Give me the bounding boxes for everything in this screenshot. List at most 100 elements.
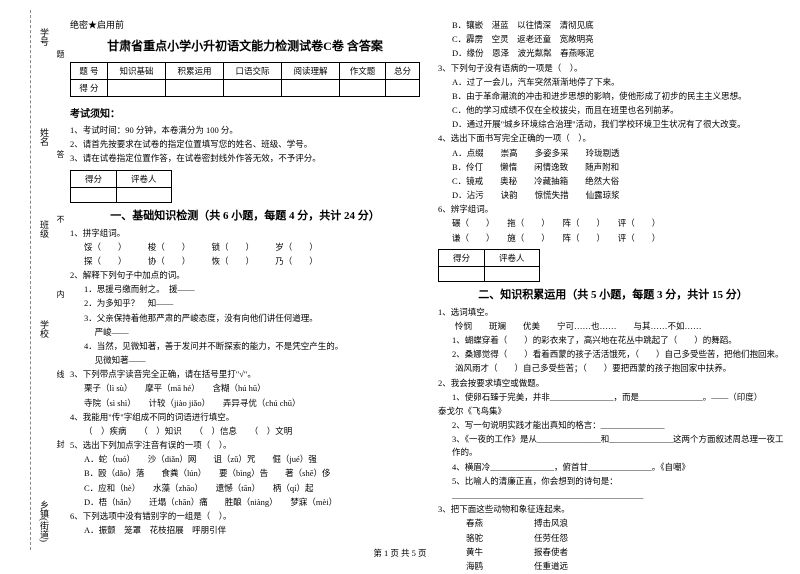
notice-line: 1、考试时间：90 分钟，本卷满分为 100 分。	[70, 124, 420, 137]
label-banji: 班级	[38, 220, 51, 238]
left-column: 绝密★启用前 甘肃省重点小学小升初语文能力检测试卷C卷 含答案 题 号 知识基础…	[70, 18, 420, 574]
r1: 1、选词填空。	[438, 306, 788, 319]
r2-row: 2、写一句说明实践才能出真知的格言：_______________	[438, 419, 788, 432]
r2-row: 5、比喻人的清廉正直，你会想到的诗句是：	[438, 475, 788, 488]
q2: 2、解释下列句子中加点的词。	[70, 269, 420, 282]
q4r-row: A．点缀 崇高 多姿多采 玲珑剔透	[438, 147, 788, 160]
exam-title: 甘肃省重点小学小升初语文能力检测试卷C卷 含答案	[70, 37, 420, 54]
q4r-row: B．伶仃 懒惰 闲情逸致 随声附和	[438, 161, 788, 174]
q1-row: 馁（ ） 梭（ ） 锁（ ） 岁（ ）	[70, 241, 420, 254]
r3-row: 海鸥 任重道远	[438, 560, 788, 573]
td	[224, 80, 282, 97]
th: 口语交际	[224, 63, 282, 80]
r1-row: 1、蝴蝶穿着（ ）的彩衣来了，高兴地在花丛中跳起了（ ）的舞蹈。	[438, 334, 788, 347]
q3r-row: B．由于革命潮流的冲击和进步思想的影响，使他形成了初步的民主主义思想。	[438, 90, 788, 103]
r1a: 怜悯 斑斓 优美 宁可……也…… 与其……不如……	[438, 320, 788, 333]
td: 评卷人	[485, 249, 540, 266]
q4r: 4、选出下面书写完全正确的一项（ ）。	[438, 132, 788, 145]
cut-da: 答	[55, 150, 66, 158]
dash-line	[30, 10, 31, 550]
q6-row: A．振颤 笼罩 花枝招展 呼朋引伴	[70, 524, 420, 537]
q2-row: 3．父亲保持着他那严肃的严峻态度，没有向他们讲任何道理。	[70, 312, 420, 325]
th: 总分	[386, 63, 420, 80]
td	[485, 266, 540, 281]
q5-row: C．应和（hè） 水藻（zhāo） 遗憾（tān） 柄（qí）起	[70, 482, 420, 495]
q3: 3、下列带点字读音完全正确，请在括号里打"√"。	[70, 368, 420, 381]
td: 得分	[71, 170, 117, 187]
th: 阅读理解	[282, 63, 340, 80]
th: 作文题	[340, 63, 386, 80]
q6: 6、下列选项中没有错别字的一组是（ ）。	[70, 510, 420, 523]
r2-row: 泰戈尔《飞鸟集》	[438, 405, 788, 418]
r1b: 汹风雨才（ ）自己多受些苦；（ ）要把西蒙的孩子抱回家中扶养。	[438, 362, 788, 375]
q3-row: 栗子（lì sù） 摩平（mā hé） 含糊（hú hū）	[70, 382, 420, 395]
q2-row: 4．当然，见微知著，善于发问并不断探索的能力，不是凭空产生的。	[70, 340, 420, 353]
q6r: 6、辨字组词。	[438, 203, 788, 216]
opt: D．缘份 恩泽 波光粼粼 春燕啄泥	[438, 47, 788, 60]
q4r-row: D．沾污 诀韵 惊慌失措 仙露琼浆	[438, 189, 788, 202]
section-1-title: 一、基础知识检测（共 6 小题，每题 4 分，共计 24 分）	[70, 207, 420, 223]
td: 评卷人	[117, 170, 172, 187]
score-table: 题 号 知识基础 积累运用 口语交际 阅读理解 作文题 总分 得 分	[70, 62, 420, 97]
q2-row: 1．思援弓缴而射之。 援——	[70, 283, 420, 296]
q1: 1、拼字组词。	[70, 227, 420, 240]
th: 题 号	[71, 63, 108, 80]
th: 知识基础	[107, 63, 165, 80]
label-xuexiao: 学校	[38, 320, 51, 338]
td	[386, 80, 420, 97]
td	[165, 80, 223, 97]
td	[117, 187, 172, 202]
r1-row: 2、桑娜觉得（ ）看着西蒙的孩子活活饿死，（ ）自己多受些苦，把他们抱回来。	[438, 348, 788, 361]
notice-line: 2、请首先按要求在试卷的指定位置填写您的姓名、班级、学号。	[70, 138, 420, 151]
secret-label: 绝密★启用前	[70, 18, 420, 31]
td	[340, 80, 386, 97]
q2-row: 严峻——	[70, 326, 420, 339]
r2-row: 4、横眉冷_______________，俯首甘_______________。…	[438, 461, 788, 474]
r3-row: 春燕 搏击风浪	[438, 517, 788, 530]
cut-ti: 题	[55, 50, 66, 58]
td: 得 分	[71, 80, 108, 97]
page-footer: 第 1 页 共 5 页	[0, 547, 800, 559]
td	[282, 80, 340, 97]
q2-row: 2．为多知乎？ 知——	[70, 297, 420, 310]
q5-row: D．梧（hǎn） 迁塌（chān）痛 胜酿（niàng） 梦寐（mèi）	[70, 496, 420, 509]
q3-row: 寺院（sì shì） 计较（jiào jiǎo） 弄异寻优（chú chū）	[70, 397, 420, 410]
opt: C．霹雳 空灵 返老还童 宽敞明亮	[438, 33, 788, 46]
grader-table: 得分评卷人	[438, 249, 540, 282]
q3r: 3、下列句子没有语病的一项是（ ）。	[438, 62, 788, 75]
q3r-row: A．过了一会儿，汽车突然渐渐地停了下来。	[438, 76, 788, 89]
q4r-row: C．镜戒 奥秘 冷藏抽箱 绝然大俗	[438, 175, 788, 188]
td: 得分	[439, 249, 485, 266]
label-xiangzhen: 乡镇(街道)	[38, 500, 51, 542]
r3: 3、把下面这些动物和象征连起来。	[438, 503, 788, 516]
r2-row: 3、《一夜的工作》是从_______________和_____________…	[438, 433, 788, 459]
r2-row: 1、使卵石臻于完美，并非_______________，而是__________…	[438, 391, 788, 404]
label-xuehao: 学号	[38, 28, 51, 46]
q6r-row: 谦（ ） 施（ ） 阵（ ） 评（ ）	[438, 232, 788, 245]
page-content: 绝密★启用前 甘肃省重点小学小升初语文能力检测试卷C卷 含答案 题 号 知识基础…	[70, 18, 790, 574]
table-row: 得 分	[71, 80, 420, 97]
cut-nei: 内	[55, 290, 66, 298]
th: 积累运用	[165, 63, 223, 80]
q5-row: B．殴（dǎo）落 食粪（lún） 要（bìng）告 著（shē）侈	[70, 467, 420, 480]
grader-table: 得分评卷人	[70, 170, 172, 203]
table-row: 题 号 知识基础 积累运用 口语交际 阅读理解 作文题 总分	[71, 63, 420, 80]
q5-row: A．蛇（tuó） 沙（diǎn）网 诅（zǔ）咒 倔（jué）强	[70, 453, 420, 466]
section-2-title: 二、知识积累运用（共 5 小题，每题 3 分，共计 15 分）	[438, 286, 788, 302]
cut-feng: 封	[55, 440, 66, 448]
q5: 5、选出下列加点字注音有误的一项（ ）。	[70, 439, 420, 452]
binding-margin: 学号 姓名 班级 学校 乡镇(街道) 题 答 不 内 线 封	[0, 0, 60, 565]
r3-row: 骆驼 任劳任怨	[438, 532, 788, 545]
opt: B．镶嵌 湛蓝 以往情深 清彻见底	[438, 19, 788, 32]
notice-line: 3、请在试卷指定位置作答，在试卷密封线外作答无效，不予评分。	[70, 152, 420, 165]
q1-row: 探（ ） 协（ ） 恢（ ） 乃（ ）	[70, 255, 420, 268]
q6r-row: 碾（ ） 拖（ ） 阵（ ） 评（ ）	[438, 217, 788, 230]
q3r-row: D．通过开展"城乡环境综合治理"活动，我们学校环境卫生状况有了很大改变。	[438, 118, 788, 131]
cut-xian: 线	[55, 370, 66, 378]
right-column: B．镶嵌 湛蓝 以往情深 清彻见底 C．霹雳 空灵 返老还童 宽敞明亮 D．缘份…	[438, 18, 788, 574]
q2-row: 见微知著——	[70, 354, 420, 367]
r2: 2、我会按要求填空或做题。	[438, 377, 788, 390]
q3r-row: C．他的学习成绩不仅在全校拔尖，而且在班里也名列前茅。	[438, 104, 788, 117]
td	[107, 80, 165, 97]
q4-row: （ ）疾病 （ ）知识 （ ）信息 （ ）文明	[70, 425, 420, 438]
